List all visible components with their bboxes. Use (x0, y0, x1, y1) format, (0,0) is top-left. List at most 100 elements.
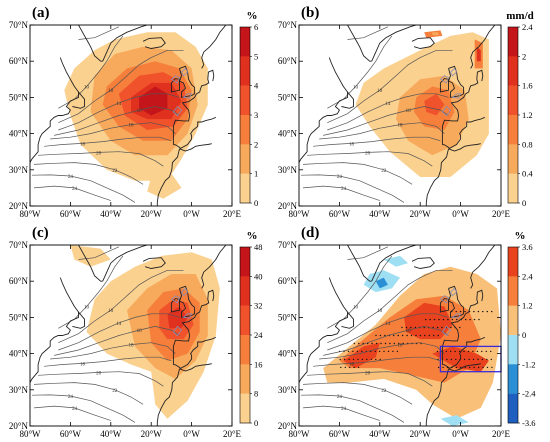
colorbar-tick-label: 0.4 (522, 169, 533, 179)
stipple-dot (473, 310, 475, 313)
stipple-dot (460, 366, 462, 369)
stipple-dot (442, 366, 444, 369)
stipple-dot (429, 318, 431, 321)
sst-contours (300, 26, 453, 203)
colorbar-segment (240, 305, 250, 336)
sst-contour-4 (44, 136, 172, 147)
coastline-3 (78, 25, 103, 62)
stipple-dot (450, 326, 452, 329)
colorbar-tick-label: 1.6 (522, 81, 533, 91)
inland-outline-2 (182, 93, 193, 99)
sst-contour-4 (313, 136, 441, 147)
coastline-1 (72, 311, 85, 329)
colorbar-tick-label: 4 (254, 81, 259, 91)
stipple-dot (425, 318, 427, 321)
stipple-dot (455, 366, 458, 369)
stipple-dot (371, 342, 373, 345)
stipple-dot (482, 310, 484, 313)
colorbar-segment (240, 27, 250, 57)
lon-tick-label: 20°W (141, 209, 163, 219)
stipple-dot (361, 350, 363, 353)
map-area-d: 10 14 16 18 18 20 22 24 24 10 (299, 245, 501, 426)
stipple-dot (414, 326, 417, 329)
stipple-dot (340, 366, 342, 369)
sst-contour-label: 18 (129, 124, 135, 129)
colorbar-segment (508, 276, 518, 306)
sst-contour-1 (327, 313, 449, 351)
coastline-7 (172, 289, 215, 365)
sst-contour-label: 10 (84, 86, 90, 91)
stipple-dot (469, 366, 471, 369)
colorbar-segment (508, 247, 518, 277)
inland-outline-1 (449, 287, 458, 297)
sst-contour-8 (302, 185, 380, 201)
stipple-dot (349, 366, 351, 369)
colorbar-segment (508, 56, 518, 86)
stipple-dot (456, 318, 458, 321)
coastline-11 (179, 363, 212, 372)
sst-contour-2 (54, 106, 180, 136)
colorbar-unit: mm/d (506, 10, 534, 22)
inland-outline-3 (441, 325, 452, 337)
stipple-dot (473, 366, 475, 369)
stipple-dot (384, 334, 386, 337)
lon-tick-label: 0°W (452, 209, 469, 219)
coastline-8 (201, 245, 227, 289)
stipple-dot (344, 358, 346, 361)
coastline-5 (178, 285, 196, 318)
stipple-dot (436, 350, 439, 353)
lat-tick-label: 40°N (278, 349, 298, 359)
shading-region-7 (432, 32, 439, 36)
lat-tick-label: 60°N (9, 276, 29, 286)
stipple-dot (392, 350, 394, 353)
lat-tick-label: 70°N (278, 240, 298, 250)
sst-contour-label: 20 (365, 151, 371, 156)
inland-outline-3 (172, 325, 183, 337)
colorbar-tick-label: -1.2 (522, 359, 535, 369)
coastlines (299, 25, 496, 206)
panel-label: (d) (301, 225, 319, 241)
colorbar-segment (240, 144, 250, 174)
coastline-3 (347, 245, 372, 282)
inland-outline-2 (451, 93, 462, 99)
sst-contour-8 (33, 405, 111, 421)
coastline-8 (470, 245, 496, 289)
stipple-dot (380, 342, 382, 345)
panel-a: 1014161818202224241070°N60°N50°N40°N30°N… (9, 5, 259, 219)
colorbar-tick-label: 1.2 (522, 110, 533, 120)
stipple-dot (405, 326, 408, 329)
coastline-2 (102, 25, 148, 62)
stipple-dot (358, 342, 360, 345)
lat-tick-label: 40°N (9, 349, 29, 359)
stipple-dot (436, 326, 439, 329)
sst-contour-6 (302, 162, 413, 185)
stipple-dot (458, 350, 461, 353)
lat-tick-label: 20°N (9, 421, 29, 431)
colorbar-tick-label: 40 (254, 271, 263, 281)
panel-label: (b) (301, 5, 319, 21)
colorbar-tick-label: 2.4 (522, 271, 533, 281)
stipple-dot (438, 318, 440, 321)
stipple-dot (433, 334, 435, 337)
coastline-5 (178, 65, 196, 98)
colorbar-tick-label: 32 (254, 301, 263, 311)
coastline-9 (173, 336, 216, 369)
coastline-3 (347, 25, 372, 62)
stipple-dot (467, 350, 470, 353)
colorbar-tick-label: 16 (254, 359, 263, 369)
sst-contour-0 (327, 269, 453, 344)
sst-contour-label: 14 (116, 322, 122, 327)
sst-contour-3 (319, 122, 445, 140)
sst-contour-label: 24 (341, 407, 347, 412)
sst-contour-label: 16 (137, 329, 143, 334)
stipple-dot (374, 350, 376, 353)
inland-outline-0 (170, 295, 181, 304)
colorbar-segment (240, 276, 250, 306)
coastline-11 (448, 363, 481, 372)
sst-contour-label: 24 (72, 407, 78, 412)
significance-stippling (338, 310, 493, 369)
sst-contour-8 (302, 405, 380, 421)
sst-contour-6 (33, 162, 144, 185)
stipple-dot (410, 326, 412, 329)
